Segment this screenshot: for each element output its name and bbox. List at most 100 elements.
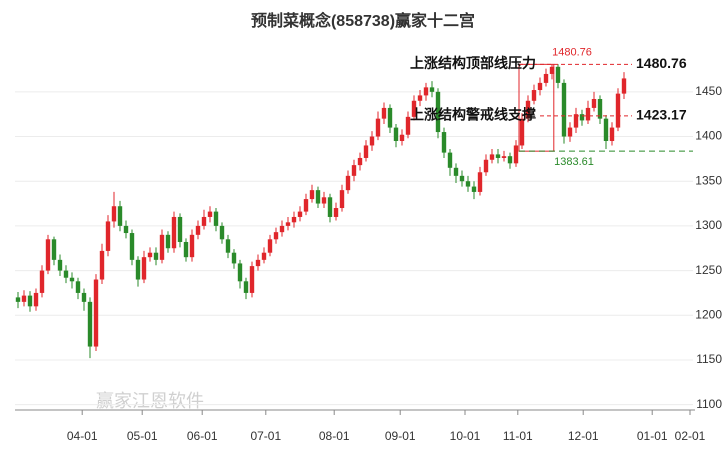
candle-body	[285, 222, 291, 226]
candle-body	[513, 145, 519, 164]
candle-body	[249, 266, 255, 293]
candle-body	[381, 107, 387, 119]
candle-body	[363, 145, 369, 158]
candle-body	[507, 156, 513, 164]
candle-body	[165, 234, 171, 249]
candle-body	[471, 186, 477, 192]
candle-body	[51, 239, 57, 260]
candle-body	[219, 225, 225, 240]
candle-body	[33, 292, 39, 307]
candle-body	[465, 181, 471, 187]
candle-body	[423, 87, 429, 96]
candle-body	[609, 127, 615, 141]
x-tick-label: 05-01	[127, 429, 158, 443]
candle-body	[141, 257, 147, 280]
level-small-label: 1480.76	[552, 46, 592, 58]
candle-body	[15, 297, 21, 302]
candle-body	[267, 239, 273, 253]
y-tick-label: 1350	[695, 173, 722, 187]
candle-body	[81, 292, 87, 302]
watermark: 赢家江恩软件	[96, 390, 204, 411]
candle-body	[387, 107, 393, 128]
candle-body	[579, 114, 585, 121]
candle-body	[435, 91, 441, 133]
candle-body	[183, 241, 189, 258]
candle-body	[93, 279, 99, 347]
x-tick-label: 06-01	[187, 429, 218, 443]
y-tick-label: 1150	[696, 352, 722, 366]
x-tick-label: 04-01	[67, 429, 98, 443]
candle-body	[87, 301, 93, 347]
x-tick-label: 10-01	[450, 429, 481, 443]
x-tick-label: 07-01	[250, 429, 281, 443]
candle-body	[189, 234, 195, 258]
candle-body	[135, 259, 141, 280]
candle-body	[45, 239, 51, 271]
candle-body	[555, 66, 561, 83]
candle-body	[537, 82, 543, 91]
candle-body	[399, 134, 405, 141]
candle-body	[171, 216, 177, 249]
x-tick-label: 11-01	[503, 429, 533, 443]
candle-body	[459, 175, 465, 182]
range-low-label: 1383.61	[554, 156, 594, 168]
candle-body	[309, 190, 315, 200]
candle-body	[495, 154, 501, 158]
candle-body	[63, 270, 69, 278]
candle-body	[489, 154, 495, 160]
candle-body	[129, 233, 135, 260]
candle-body	[339, 190, 345, 209]
candle-body	[333, 208, 339, 217]
candle-body	[99, 250, 105, 280]
candle-body	[57, 259, 63, 271]
x-tick-label: 01-01	[637, 429, 668, 443]
candle-body	[261, 252, 267, 260]
candle-body	[255, 259, 261, 267]
x-tick-label: 12-01	[568, 429, 599, 443]
x-tick-label: 09-01	[385, 429, 416, 443]
candle-body	[153, 252, 159, 260]
y-tick-label: 1250	[695, 263, 722, 277]
candle-body	[105, 221, 111, 251]
candle-body	[303, 199, 309, 212]
candle-body	[453, 167, 459, 176]
candle-body	[351, 165, 357, 176]
candle-body	[591, 98, 597, 108]
candle-body	[441, 132, 447, 153]
candle-body	[597, 98, 603, 119]
candle-body	[393, 127, 399, 141]
candle-body	[123, 225, 129, 234]
level-value: 1423.17	[636, 107, 687, 123]
candle-body	[231, 252, 237, 264]
level-name: 上涨结构顶部线压力	[410, 55, 536, 71]
candle-body	[621, 78, 627, 94]
candle-body	[69, 277, 75, 282]
x-tick-label: 02-01	[675, 429, 706, 443]
candle-body	[483, 159, 489, 173]
candle-body	[207, 211, 213, 217]
candle-body	[279, 225, 285, 233]
level-name: 上涨结构警戒线支撑	[410, 107, 536, 123]
candle-body	[585, 107, 591, 121]
candle-body	[39, 270, 45, 293]
candle-body	[111, 206, 117, 222]
candle-body	[273, 232, 279, 240]
candle-body	[327, 197, 333, 217]
candle-body	[375, 118, 381, 137]
candle-body	[417, 95, 423, 101]
candle-body	[291, 216, 297, 223]
candle-body	[519, 118, 525, 146]
candle-body	[315, 190, 321, 204]
y-tick-label: 1100	[696, 397, 722, 411]
candle-body	[297, 211, 303, 217]
candle-body	[201, 216, 207, 226]
candle-body	[615, 93, 621, 128]
candle-body	[603, 118, 609, 141]
candle-body	[477, 172, 483, 192]
candle-body	[531, 90, 537, 101]
candle-body	[357, 157, 363, 166]
candle-body	[525, 100, 531, 119]
level-value: 1480.76	[636, 55, 687, 71]
x-tick-label: 08-01	[319, 429, 350, 443]
